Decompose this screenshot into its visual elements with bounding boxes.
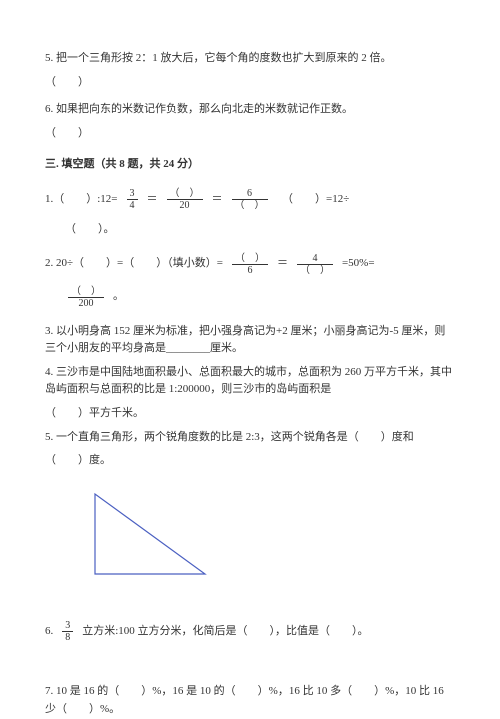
fill-q4: 4. 三沙市是中国陆地面积最小、总面积最大的城市，总面积为 260 万平方千米，… [45,364,455,399]
fill-q2: 2. 20÷（ ）=（ ）（填小数）= （ ） 6 ＝ 4 （ ） =50%= [45,253,455,276]
q5-text: 5. 把一个三角形按 2：1 放大后，它每个角的度数也扩大到原来的 2 倍。 [45,52,392,64]
q2-prefix: 2. 20÷（ ）=（ ）（填小数）= [45,255,223,273]
triangle-shape [95,494,205,574]
judge-q6: 6. 如果把向东的米数记作负数，那么向北走的米数就记作正数。 [45,101,455,119]
q1-prefix: 1.（ ）:12= [45,191,118,209]
fraction: （ ） 20 [167,188,203,211]
fill-q5: 5. 一个直角三角形，两个锐角度数的比是 2:3，这两个锐角各是（ ）度和 [45,429,455,447]
q1-line2: （ ）。 [65,221,455,239]
triangle-figure [85,484,455,591]
section-3-title: 三. 填空题（共 8 题，共 24 分） [45,156,455,174]
triangle-svg [85,484,225,584]
fill-q7: 7. 10 是 16 的（ ）%，16 是 10 的（ ）%，16 比 10 多… [45,683,455,718]
fill-q5b: （ ）度。 [45,452,455,470]
fraction: 3 8 [62,620,73,643]
fraction: 3 4 [127,188,138,211]
fill-q6: 6. 3 8 立方米:100 立方分米，化简后是（ ），比值是（ ）。 [45,620,455,643]
fill-q4b: （ ）平方千米。 [45,405,455,423]
q5-paren: （ ） [45,74,455,92]
q6-text: 6. 如果把向东的米数记作负数，那么向北走的米数就记作正数。 [45,103,353,115]
q2-line2: （ ） 200 。 [65,286,455,309]
q6-text: 立方米:100 立方分米，化简后是（ ），比值是（ ）。 [82,623,368,641]
fill-q1: 1.（ ）:12= 3 4 ＝ （ ） 20 ＝ 6 （ ） （ ）=12÷ [45,188,455,211]
fraction: （ ） 6 [232,253,268,276]
fraction: （ ） 200 [68,286,104,309]
fill-q3: 3. 以小明身高 152 厘米为标准，把小强身高记为+2 厘米；小丽身高记为-5… [45,323,455,358]
q1-suffix: （ ）=12÷ [277,191,350,209]
q2-suffix: =50%= [342,255,375,273]
fraction: 6 （ ） [232,188,268,211]
fraction: 4 （ ） [297,253,333,276]
judge-q5: 5. 把一个三角形按 2：1 放大后，它每个角的度数也扩大到原来的 2 倍。 [45,50,455,68]
q6-paren: （ ） [45,125,455,143]
